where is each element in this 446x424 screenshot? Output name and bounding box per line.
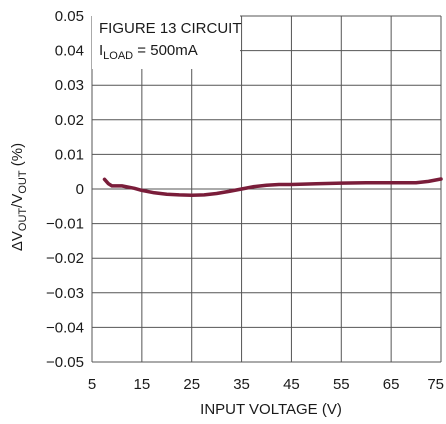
y-tick-label: 0.05 — [55, 8, 84, 25]
y-tick-label: 0.03 — [55, 77, 84, 94]
y-tick-labels: 0.05 0.04 0.03 0.02 0.01 0 −0.01 −0.02 −0.03 −0.0… — [46, 8, 84, 371]
series-line-0 — [102, 177, 443, 197]
x-tick-label: 45 — [283, 376, 300, 393]
x-tick-label: 65 — [383, 376, 400, 393]
annotation-box: FIGURE 13 CIRCUIT ILOAD = 500mA — [92, 12, 242, 69]
y-tick-label: 0.02 — [55, 112, 84, 129]
y-tick-label: 0.04 — [55, 43, 84, 60]
y-tick-label: −0.03 — [46, 285, 84, 302]
x-tick-label: 35 — [233, 376, 250, 393]
annotation-line1: FIGURE 13 CIRCUIT — [99, 20, 242, 37]
x-tick-label: 55 — [333, 376, 350, 393]
y-tick-label: −0.05 — [46, 354, 84, 371]
y-tick-label: 0 — [76, 181, 84, 198]
x-tick-labels: 5 15 25 35 45 55 65 75 — [88, 376, 444, 393]
x-tick-label: 15 — [134, 376, 151, 393]
x-tick-label: 25 — [183, 376, 200, 393]
annotation-line2: ILOAD = 500mA — [99, 42, 198, 62]
series-group — [102, 177, 443, 197]
x-tick-label: 75 — [427, 376, 444, 393]
y-tick-label: −0.04 — [46, 319, 84, 336]
y-tick-label: −0.02 — [46, 250, 84, 267]
grid — [91, 15, 442, 363]
y-tick-label: −0.01 — [46, 216, 84, 233]
x-axis-label: INPUT VOLTAGE (V) — [200, 401, 342, 418]
y-tick-label: 0.01 — [55, 146, 84, 163]
x-tick-label: 5 — [88, 376, 96, 393]
y-axis-label: ΔVOUT/VOUT (%) — [9, 143, 29, 251]
